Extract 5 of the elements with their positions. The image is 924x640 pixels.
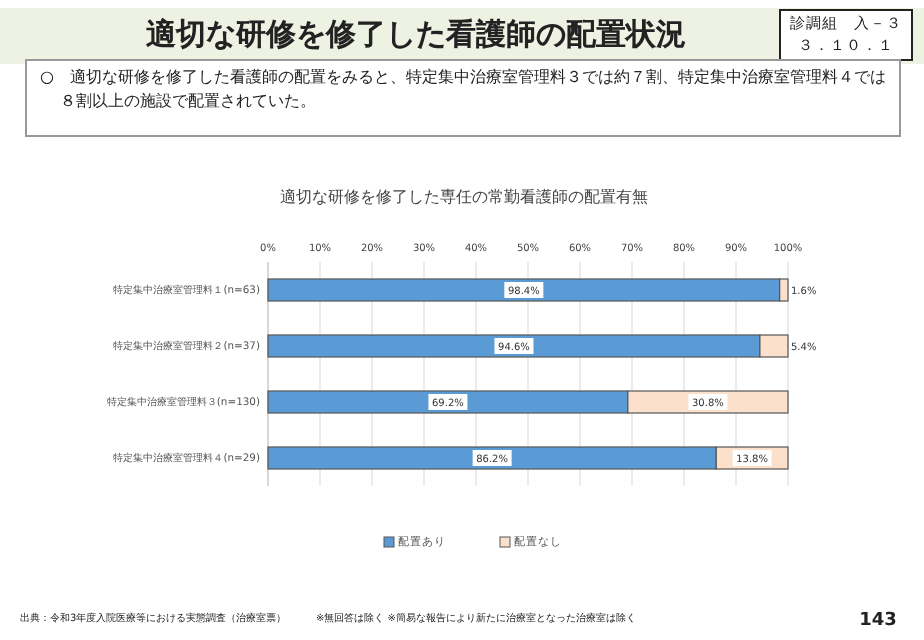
chart-title: 適切な研修を修了した看護師の配置状況 bbox=[144, 16, 686, 53]
bar bbox=[267, 278, 781, 302]
text: 143 bbox=[859, 610, 897, 631]
chart-subtitle: 適切な研修を修了した専任の常勤看護師の配置有無 bbox=[280, 188, 648, 207]
text: ○ 適切な研修を修了した看護師の配置をみると、特定集中治療室管理料３では約７割、特定集中治療室管理料４では８割以上の施設で配置されていた。 bbox=[40, 66, 888, 114]
